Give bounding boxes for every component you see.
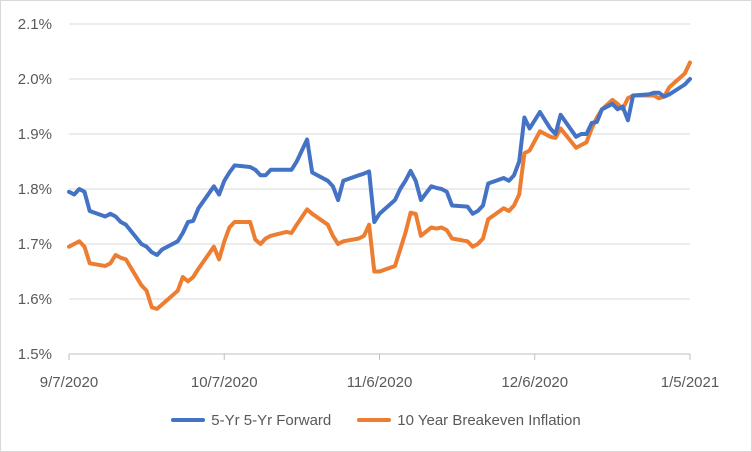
5-yr-5-yr-forward-line <box>67 77 692 257</box>
legend-item-breakeven: 10 Year Breakeven Inflation <box>357 411 581 429</box>
legend-item-5yr5yr: 5-Yr 5-Yr Forward <box>171 412 331 429</box>
y-tick-label: 1.8% <box>18 181 52 198</box>
legend: 5-Yr 5-Yr Forward 10 Year Breakeven Infl… <box>0 407 752 433</box>
x-tick-label: 1/5/2021 <box>661 374 719 391</box>
y-tick-label: 2.1% <box>18 16 52 33</box>
y-tick-label: 1.7% <box>18 236 52 253</box>
gridlines <box>69 23 690 300</box>
axes <box>68 353 691 360</box>
legend-swatch-breakeven <box>357 418 392 422</box>
x-tick-label: 9/7/2020 <box>40 374 98 391</box>
series-lines <box>67 60 692 311</box>
y-tick-label: 2.0% <box>18 71 52 88</box>
10-year-breakeven-inflation-line <box>67 60 692 311</box>
x-tick-labels: 9/7/2020 10/7/2020 11/6/2020 12/6/2020 1/5/2… <box>40 374 719 391</box>
y-tick-label: 1.9% <box>18 126 52 143</box>
legend-swatch-5yr5yr <box>171 418 206 422</box>
x-tick-label: 11/6/2020 <box>347 374 413 391</box>
y-tick-labels: 1.5% 1.6% 1.7% 1.8% 1.9% 2.0% 2.1% <box>18 16 52 363</box>
y-tick-label: 1.6% <box>18 291 52 308</box>
y-tick-label: 1.5% <box>18 346 52 363</box>
legend-label-breakeven: 10 Year Breakeven Inflation <box>397 411 581 429</box>
legend-label-5yr5yr: 5-Yr 5-Yr Forward <box>211 411 332 429</box>
x-tick-label: 12/6/2020 <box>501 374 568 391</box>
x-tick-label: 10/7/2020 <box>191 374 258 391</box>
